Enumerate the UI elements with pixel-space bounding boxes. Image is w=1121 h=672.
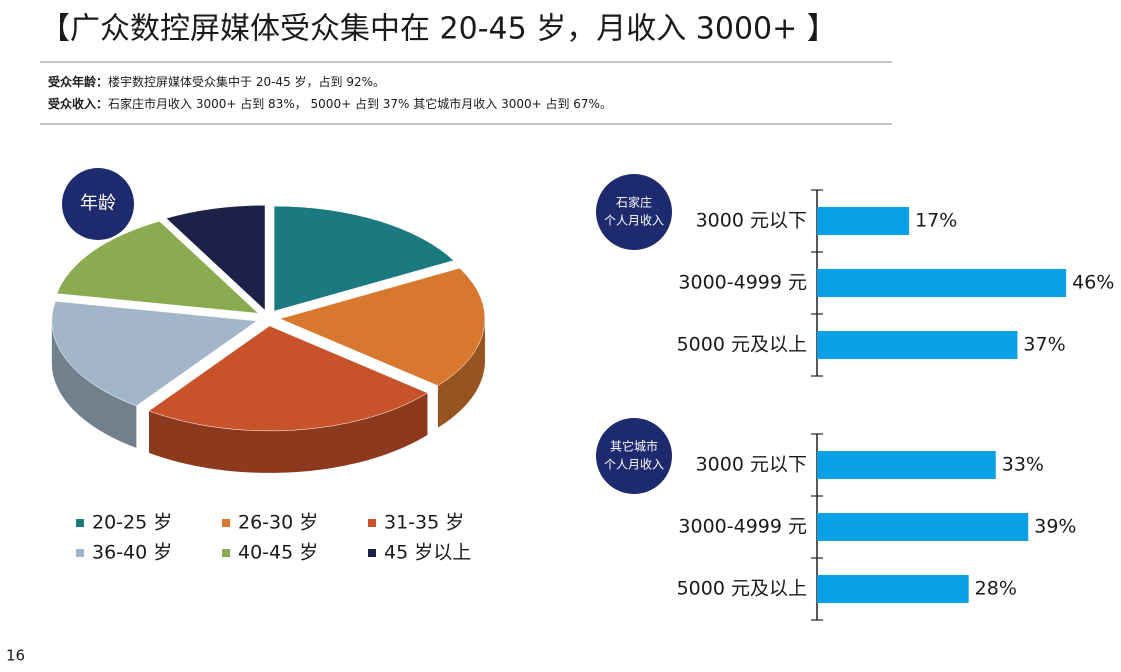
legend-label: 36-40 岁 [92,542,172,564]
legend-swatch [368,549,376,557]
page-title: 【广众数控屏媒体受众集中在 20-45 岁，月收入 3000+ 】 [40,12,837,47]
value-label: 39% [1034,516,1076,538]
info-line: 受众收入：石家庄市月收入 3000+ 占到 83%， 5000+ 占到 37% … [48,96,612,111]
category-label: 3000-4999 元 [678,272,807,294]
legend-swatch [76,519,84,527]
legend-swatch [222,549,230,557]
legend-swatch [222,519,230,527]
value-label: 46% [1072,272,1114,294]
bar [817,513,1029,541]
bar [817,269,1067,297]
badge [62,168,134,240]
bar [817,331,1018,359]
slice [273,205,455,312]
slice [56,221,260,314]
legend-label: 20-25 岁 [92,512,172,534]
badge-label: 年龄 [80,193,116,214]
value-label: 37% [1023,334,1065,356]
slice [165,205,266,311]
legend-swatch [76,549,84,557]
slice [279,267,486,386]
category-label: 3000 元以下 [696,210,807,232]
legend-label: 45 岁以上 [384,542,471,564]
slice-side [51,320,137,448]
badge [596,418,672,494]
info-text: 石家庄市月收入 3000+ 占到 83%， 5000+ 占到 37% 其它城市月… [108,96,612,111]
info-label: 受众年龄： [48,74,108,89]
badge-label: 石家庄 [616,195,652,210]
badge-label: 个人月收入 [604,458,664,472]
category-label: 5000 元及以上 [677,578,807,600]
info-text: 楼宇数控屏媒体受众集中于 20-45 岁，占到 92%。 [108,74,385,89]
bar [817,207,910,235]
slice [51,301,258,407]
slice-side [437,318,485,428]
page-number: 16 [6,647,25,665]
badge [596,174,672,250]
category-label: 5000 元及以上 [677,334,807,356]
slice [148,325,429,432]
legend-label: 40-45 岁 [238,542,318,564]
badge-label: 其它城市 [610,439,658,454]
legend-swatch [368,519,376,527]
info-label: 受众收入： [48,96,108,111]
bar [817,575,969,603]
value-label: 28% [975,578,1017,600]
category-label: 3000 元以下 [696,454,807,476]
value-label: 33% [1002,454,1044,476]
info-line: 受众年龄：楼宇数控屏媒体受众集中于 20-45 岁，占到 92%。 [48,74,385,89]
bar [817,451,996,479]
value-label: 17% [915,210,957,232]
category-label: 3000-4999 元 [678,516,807,538]
badge-label: 个人月收入 [604,214,664,228]
legend-label: 31-35 岁 [384,512,464,534]
slice-side [149,392,428,473]
legend-label: 26-30 岁 [238,512,318,534]
